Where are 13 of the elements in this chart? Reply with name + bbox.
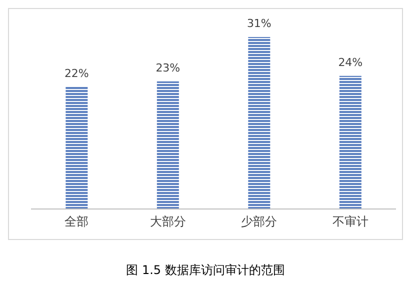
- x-tick-label: 全部: [64, 214, 89, 229]
- data-label: 24%: [338, 56, 363, 69]
- bar: [66, 86, 88, 209]
- data-label: 31%: [246, 17, 272, 30]
- data-label: 22%: [64, 66, 89, 80]
- data-label: 23%: [156, 61, 180, 74]
- bar: [339, 76, 362, 209]
- x-tick-label: 大部分: [150, 214, 186, 229]
- bar: [156, 81, 179, 209]
- bar: [248, 37, 270, 209]
- text: 图 1.5 数据库访问审计的范围: [125, 262, 286, 279]
- x-tick-label: 不审计: [332, 214, 368, 229]
- x-tick-label: 少部分: [241, 214, 278, 229]
